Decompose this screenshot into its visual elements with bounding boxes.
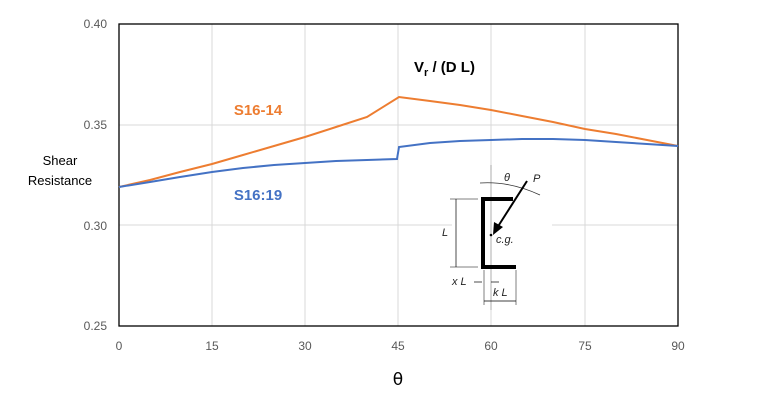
annotation-s16-19: S16:19 bbox=[234, 187, 282, 204]
x-tick-45: 45 bbox=[391, 339, 405, 353]
x-tick-0: 0 bbox=[116, 339, 123, 353]
x-tick-90: 90 bbox=[671, 339, 685, 353]
chart-title: Vr / (D L) bbox=[414, 59, 475, 79]
x-tick-60: 60 bbox=[484, 339, 498, 353]
x-tick-15: 15 bbox=[205, 339, 219, 353]
kl-dim-label: k L bbox=[493, 287, 508, 299]
x-axis-ticks: 0 15 30 45 60 75 90 bbox=[116, 339, 685, 353]
theta-arc-icon bbox=[479, 182, 541, 196]
xl-dim-label: x L bbox=[451, 276, 467, 288]
y-axis-label-line1: Shear bbox=[43, 153, 78, 168]
load-p-label: P bbox=[533, 173, 541, 185]
channel-section-diagram: θ P c.g. L x L k L bbox=[442, 165, 552, 310]
series-s16-19-line bbox=[118, 138, 679, 188]
gridlines bbox=[119, 24, 678, 326]
channel-shape bbox=[481, 197, 516, 269]
y-axis-ticks: 0.40 0.35 0.30 0.25 bbox=[84, 17, 108, 333]
y-tick-0.35: 0.35 bbox=[84, 118, 108, 132]
y-axis-label-line2: Resistance bbox=[28, 173, 92, 188]
load-arrow-icon bbox=[496, 180, 528, 229]
x-tick-30: 30 bbox=[298, 339, 312, 353]
plot-area bbox=[118, 23, 679, 327]
y-tick-0.25: 0.25 bbox=[84, 319, 108, 333]
y-tick-0.40: 0.40 bbox=[84, 17, 108, 31]
l-dim-label: L bbox=[442, 227, 448, 239]
theta-label: θ bbox=[504, 172, 510, 184]
x-axis-label: θ bbox=[393, 370, 403, 390]
x-tick-75: 75 bbox=[578, 339, 592, 353]
y-tick-0.30: 0.30 bbox=[84, 219, 108, 233]
cg-label: c.g. bbox=[496, 234, 514, 246]
series-s16-14-line bbox=[118, 95, 679, 188]
annotation-s16-14: S16-14 bbox=[234, 102, 283, 119]
